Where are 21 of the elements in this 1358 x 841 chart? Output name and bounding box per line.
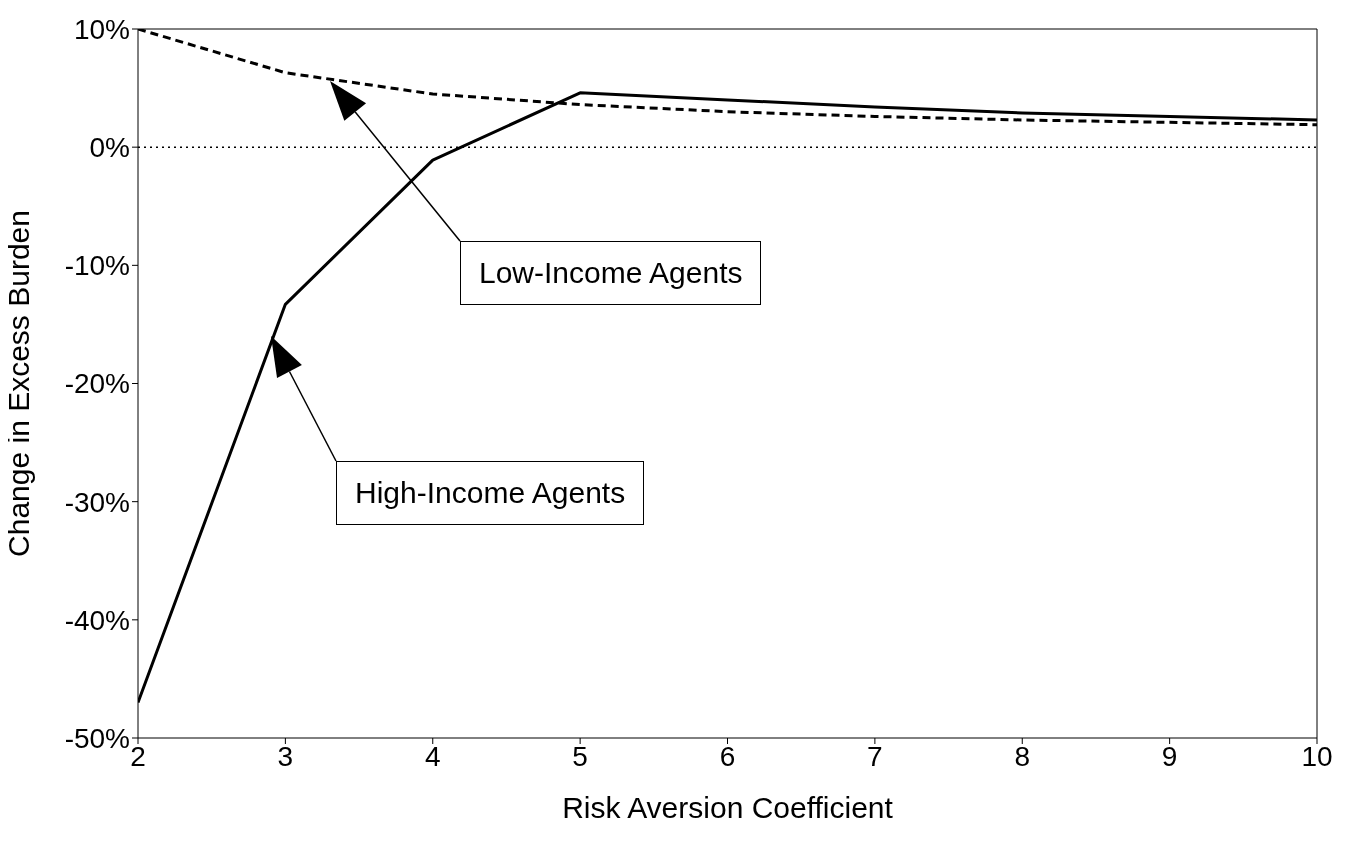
callout-box: Low-Income Agents bbox=[460, 241, 762, 305]
x-axis-title: Risk Aversion Coefficient bbox=[562, 791, 894, 824]
x-tick-label: 3 bbox=[277, 740, 294, 772]
y-tick-label: -50% bbox=[64, 722, 130, 754]
x-tick-label: 10 bbox=[1301, 740, 1333, 772]
x-tick-label: 7 bbox=[867, 740, 883, 772]
x-tick-label: 8 bbox=[1014, 740, 1031, 772]
y-tick-label: 0% bbox=[89, 132, 130, 164]
x-tick-label: 2 bbox=[130, 740, 146, 772]
y-tick-label: -40% bbox=[64, 604, 130, 636]
callout-box: High-Income Agents bbox=[336, 461, 645, 525]
y-tick-label: -30% bbox=[64, 486, 130, 518]
annotation: Low-Income Agents bbox=[479, 256, 743, 289]
x-tick-label: 6 bbox=[719, 740, 736, 772]
y-tick-label: -20% bbox=[64, 368, 130, 400]
x-tick-label: 9 bbox=[1161, 740, 1178, 772]
y-tick-label: 10% bbox=[73, 13, 130, 45]
x-tick-label: 5 bbox=[572, 740, 588, 772]
annotation: High-Income Agents bbox=[355, 476, 626, 509]
x-tick-label: 4 bbox=[424, 740, 441, 772]
y-tick-label: -10% bbox=[64, 250, 130, 282]
